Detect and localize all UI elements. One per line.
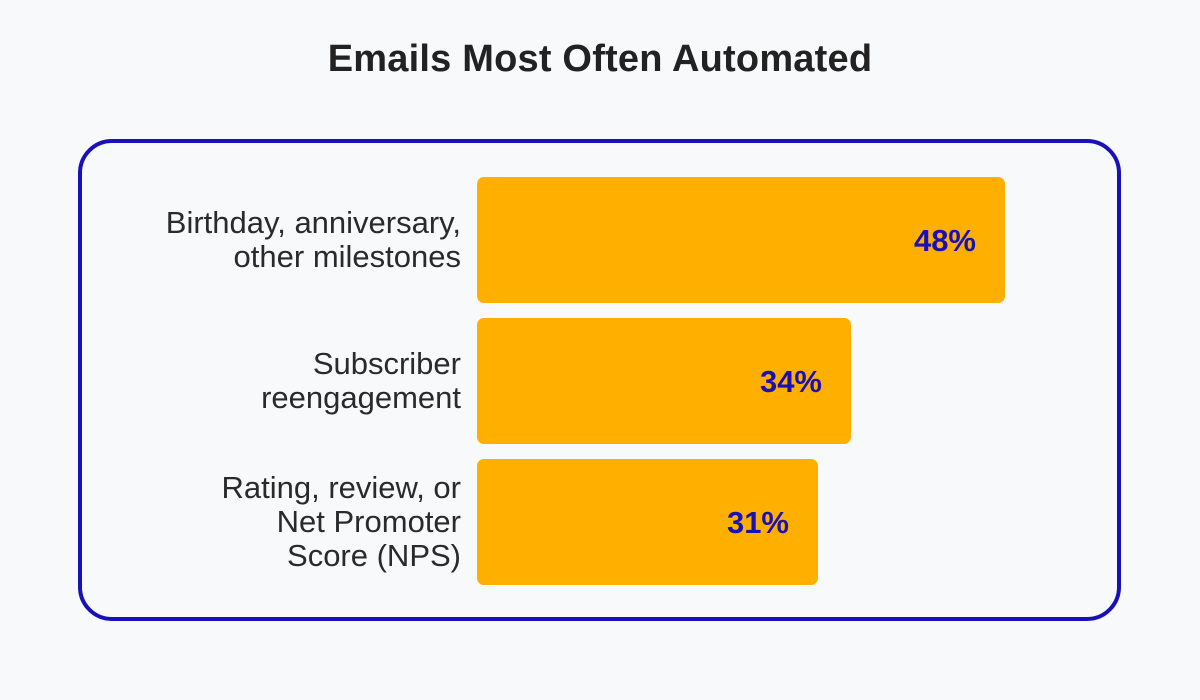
bar-1 — [477, 177, 1005, 303]
category-label-1: Birthday, anniversary, other milestones — [166, 205, 461, 274]
category-label-3: Rating, review, or Net Promoter Score (NPS… — [222, 470, 462, 573]
category-label-line: Birthday, anniversary, — [166, 205, 461, 240]
category-label-line: reengagement — [261, 380, 461, 415]
category-label-line: Rating, review, or — [222, 470, 462, 505]
bar-value-label-2: 34% — [760, 364, 822, 399]
chart-title: Emails Most Often Automated — [327, 38, 873, 80]
category-label-line: Score (NPS) — [287, 538, 461, 573]
bar-2 — [477, 318, 851, 444]
bar-3 — [477, 459, 818, 585]
category-label-2: Subscriber reengagement — [261, 346, 461, 415]
bar-value-label-3: 31% — [727, 505, 789, 540]
bar-value-label-1: 48% — [914, 223, 976, 258]
category-label-line: other milestones — [234, 239, 461, 274]
category-label-line: Net Promoter — [277, 504, 461, 539]
category-label-line: Subscriber — [313, 346, 461, 381]
